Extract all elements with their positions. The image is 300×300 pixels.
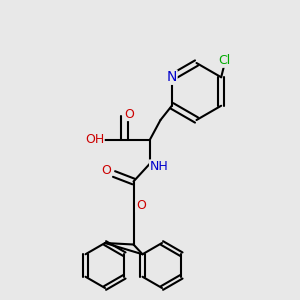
- Text: Cl: Cl: [218, 54, 230, 67]
- Text: O: O: [124, 107, 134, 121]
- Text: NH: NH: [150, 160, 168, 173]
- Text: OH: OH: [85, 133, 104, 146]
- Text: O: O: [136, 199, 146, 212]
- Text: O: O: [102, 164, 111, 178]
- Text: N: N: [167, 70, 177, 84]
